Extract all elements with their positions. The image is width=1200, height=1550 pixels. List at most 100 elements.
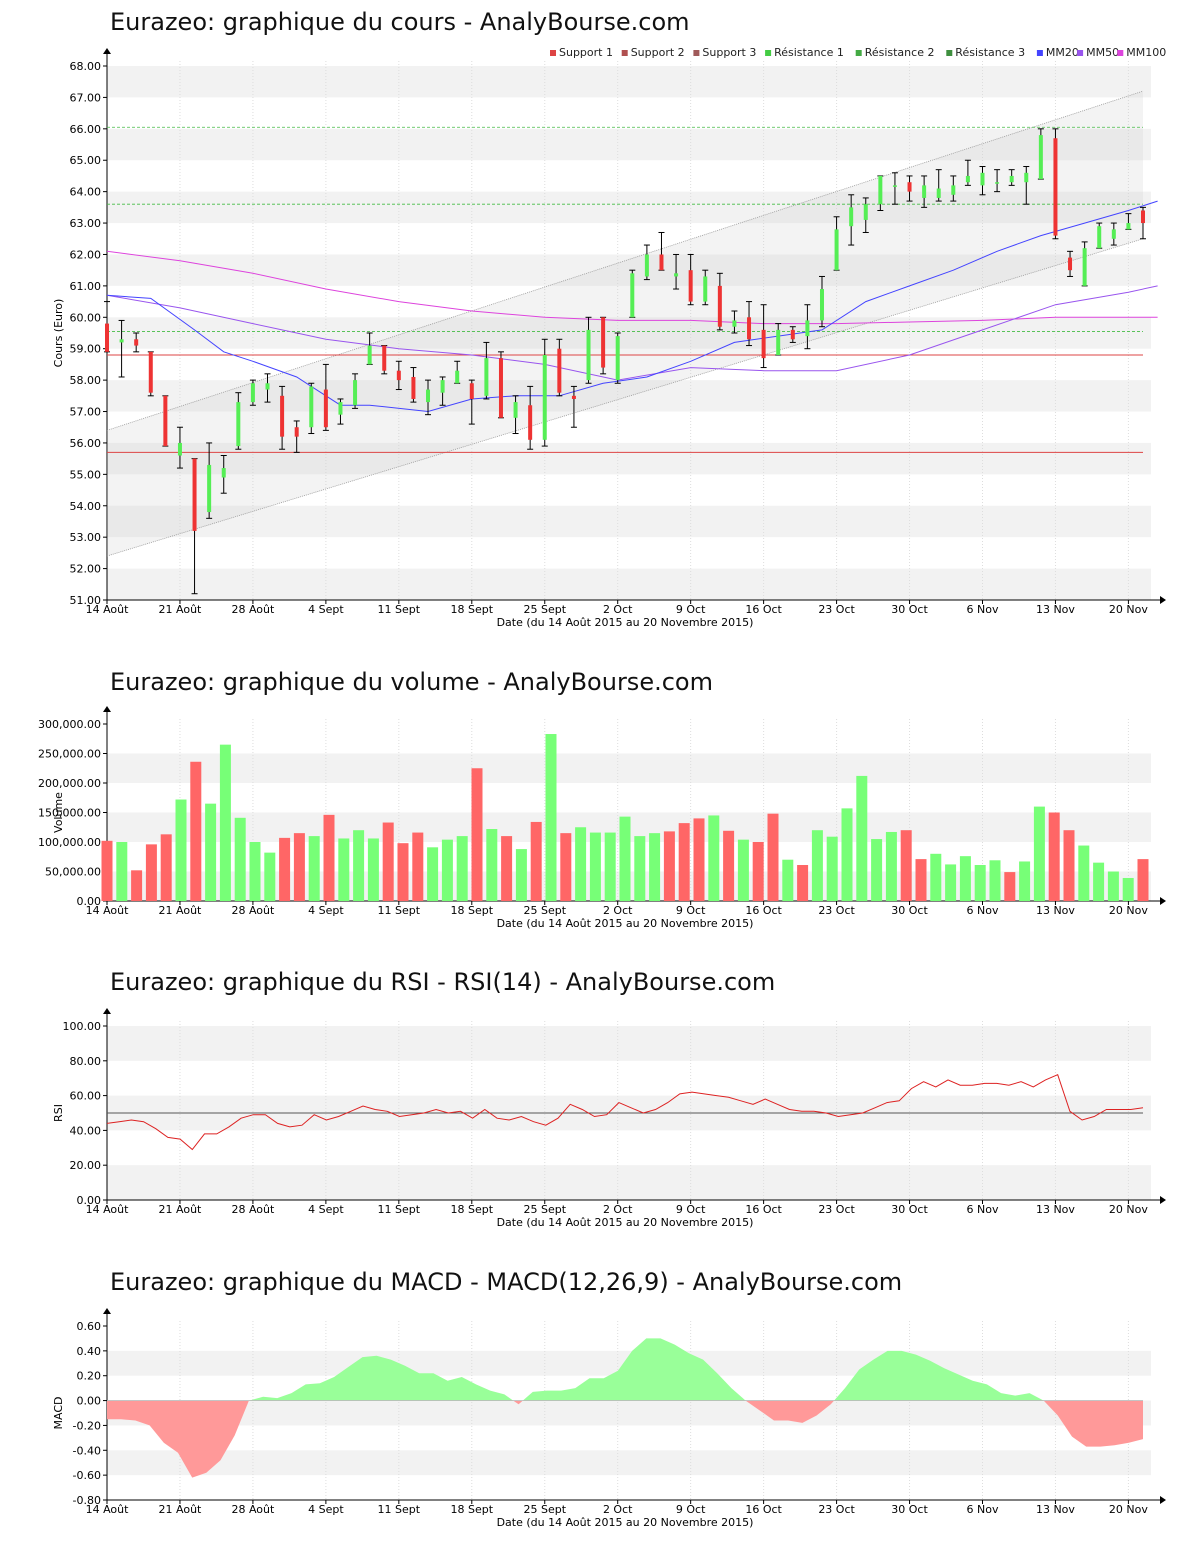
candle-body xyxy=(951,185,956,195)
candle-up xyxy=(483,341,490,400)
y-tick-label: -0.60 xyxy=(73,1469,101,1482)
candle-up xyxy=(921,175,928,208)
x-tick-label: 9 Oct xyxy=(676,904,706,917)
candle-down xyxy=(687,253,694,306)
candle-down xyxy=(147,351,154,397)
x-tick-label: 13 Nov xyxy=(1036,1203,1075,1216)
y-axis-title: RSI xyxy=(52,1104,65,1122)
candle-down xyxy=(716,272,723,331)
candle-up xyxy=(1037,128,1044,180)
x-tick-label: 14 Août xyxy=(86,1503,130,1516)
volume-bar xyxy=(249,842,261,901)
candle-body xyxy=(221,468,226,478)
x-axis-arrow xyxy=(1160,596,1166,604)
volume-bar xyxy=(856,775,868,901)
candle-down xyxy=(1140,206,1146,240)
candle-down xyxy=(570,385,577,428)
candle-body xyxy=(849,207,854,227)
macd-chart: -0.80 -0.60 -0.40 -0.20 0.00 0.20 0.40 0.60 14 A… xyxy=(52,1308,1166,1529)
candle-body xyxy=(995,182,1000,184)
y-tick-label: 51.00 xyxy=(70,594,102,607)
x-tick-label: 21 Août xyxy=(159,904,203,917)
y-tick-label: 64.00 xyxy=(70,186,102,199)
volume-bar xyxy=(456,836,468,901)
x-tick-label: 28 Août xyxy=(231,1503,275,1516)
x-tick-label: 6 Nov xyxy=(967,1503,999,1516)
candle-up xyxy=(118,319,125,378)
x-tick-label: 2 Oct xyxy=(603,1203,633,1216)
legend-label: Résistance 1 xyxy=(774,46,844,59)
y-tick-label: 100.00 xyxy=(63,1020,102,1033)
candle-body xyxy=(1009,175,1014,183)
candle-down xyxy=(760,304,767,369)
rsi-chart: 0.00 20.00 40.00 60.00 80.00 100.00 14 Août 21 … xyxy=(52,1008,1166,1229)
candle-body xyxy=(192,458,197,531)
y-tick-label: 0.00 xyxy=(77,1395,102,1408)
volume-bar xyxy=(782,859,794,901)
volume-bar xyxy=(693,818,705,901)
candle-body xyxy=(805,320,810,337)
y-axis-arrow xyxy=(103,1308,111,1314)
y-tick-label: 62.00 xyxy=(70,248,102,261)
x-tick-label: 9 Oct xyxy=(676,1503,706,1516)
legend-label: Support 3 xyxy=(702,46,756,59)
candle-up xyxy=(964,159,971,186)
x-tick-label: 18 Sept xyxy=(451,1503,494,1516)
x-axis-title: Date (du 14 Août 2015 au 20 Novembre 201… xyxy=(497,917,754,930)
candle-body xyxy=(922,185,927,198)
candle-body xyxy=(105,323,109,352)
y-tick-label: 150,000.00 xyxy=(38,807,101,820)
x-tick-label: 30 Oct xyxy=(891,1203,928,1216)
candle-down xyxy=(104,301,110,353)
x-tick-label: 6 Nov xyxy=(967,603,999,616)
volume-bar xyxy=(308,836,320,901)
candle-up xyxy=(249,379,256,406)
candle-body xyxy=(148,351,153,393)
y-tick-label: 59.00 xyxy=(70,343,102,356)
candle-body xyxy=(367,345,372,365)
candle-body xyxy=(1097,226,1102,249)
candle-body xyxy=(907,182,912,192)
y-tick-label: 55.00 xyxy=(70,468,102,481)
candle-down xyxy=(381,345,388,375)
candle-body xyxy=(1024,172,1029,183)
x-tick-label: 16 Oct xyxy=(745,1503,782,1516)
x-tick-label: 4 Sept xyxy=(308,1203,344,1216)
x-tick-label: 16 Oct xyxy=(745,904,782,917)
x-tick-label: 4 Sept xyxy=(308,1503,344,1516)
grid-band xyxy=(107,66,1151,98)
candle-up xyxy=(176,426,183,469)
candle-down xyxy=(395,360,402,391)
volume-bar xyxy=(1107,871,1119,901)
candle-body xyxy=(396,370,401,381)
volume-bar xyxy=(900,830,912,901)
candle-up xyxy=(877,175,884,211)
grid-band xyxy=(107,317,1151,349)
legend-label: MM100 xyxy=(1126,46,1166,59)
legend-swatch xyxy=(1036,50,1043,56)
candle-body xyxy=(1141,210,1145,224)
candle-up xyxy=(994,169,1001,193)
volume-bar xyxy=(575,827,587,901)
y-tick-label: 0.60 xyxy=(77,1320,102,1333)
candle-down xyxy=(322,363,329,431)
volume-bar xyxy=(160,834,172,901)
candle-body xyxy=(674,273,679,277)
volume-bar xyxy=(604,832,616,901)
volume-bar xyxy=(397,843,409,901)
x-tick-label: 2 Oct xyxy=(603,603,633,616)
candle-body xyxy=(936,188,941,198)
candle-body xyxy=(571,395,576,399)
legend-label: Support 2 xyxy=(631,46,685,59)
x-tick-label: 11 Sept xyxy=(378,904,421,917)
candle-up xyxy=(702,269,709,306)
candle-body xyxy=(498,358,503,418)
candle-body xyxy=(747,317,752,340)
volume-bar xyxy=(930,853,942,901)
candle-body xyxy=(1068,257,1073,271)
candle-down xyxy=(906,175,913,202)
y-tick-label: 53.00 xyxy=(70,531,102,544)
y-tick-label: 58.00 xyxy=(70,374,102,387)
x-tick-label: 13 Nov xyxy=(1036,603,1075,616)
volume-bar xyxy=(1122,877,1134,901)
